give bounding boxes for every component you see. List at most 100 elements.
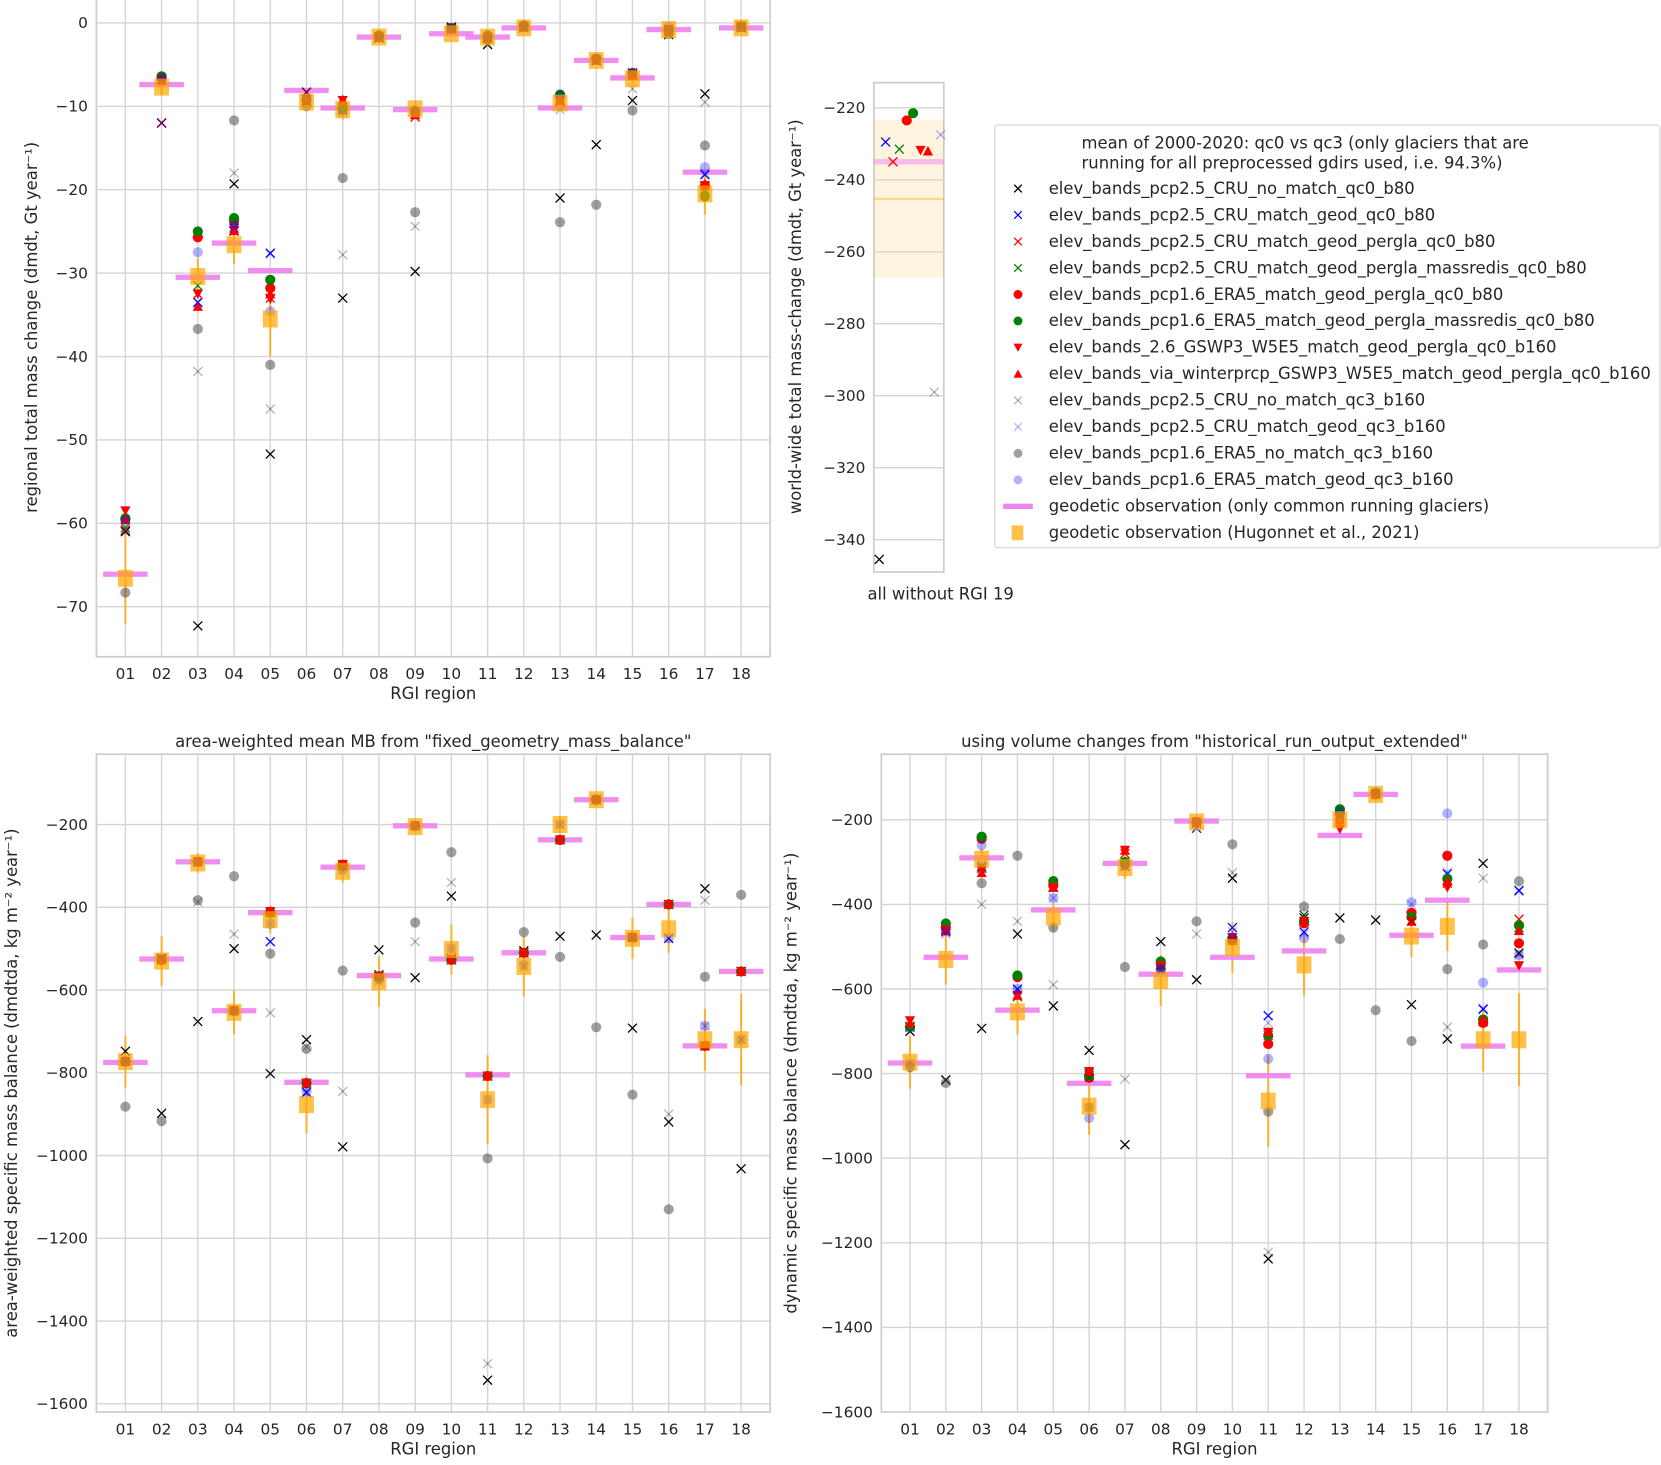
winterprcp-match-pergla-qc0-marker: [1298, 916, 1310, 926]
y-tick-label: −1400: [36, 1312, 88, 1330]
cru-nomatch-qc0-marker: [337, 293, 348, 304]
winterprcp-match-pergla-qc0-marker: [1406, 916, 1417, 926]
cru-nomatch-qc0-marker: [374, 945, 384, 955]
y-tick-label: −280: [823, 315, 865, 333]
geod-common-marker: [1281, 948, 1327, 954]
cru-nomatch-qc3-marker: [929, 387, 940, 397]
geod-hugonnet-marker: [661, 920, 677, 938]
y-tick-label: −50: [56, 431, 88, 449]
era5-nomatch-qc3-marker: [1227, 839, 1238, 850]
x-tick-label: 16: [1438, 1420, 1458, 1438]
era5-nomatch-qc3-marker: [627, 105, 638, 116]
cru-nomatch-qc3-marker: [156, 118, 167, 128]
winterprcp-match-pergla-qc0-marker: [192, 301, 203, 311]
era5-nomatch-qc3-marker: [940, 1077, 951, 1088]
data-marks: [103, 791, 764, 1386]
cru-nomatch-qc3-marker: [446, 877, 457, 888]
y-tick-label: −1600: [821, 1403, 873, 1421]
x-tick-label: 13: [1330, 1420, 1350, 1438]
era5-nomatch-qc3-marker: [554, 217, 566, 228]
panel-historical-run: −200 −400 −600 −800 −1000 −1200 −1400 −1600 01 02…: [782, 732, 1549, 1458]
y-tick-label: −200: [46, 816, 88, 834]
x-tick-label: 06: [297, 1420, 317, 1438]
cru-nomatch-qc0-marker: [663, 1117, 674, 1127]
cru-match-qc3-marker: [1406, 899, 1417, 910]
era5-match-pergla-massredis-qc0-marker: [1013, 316, 1023, 326]
geod-hugonnet-marker: [299, 93, 314, 111]
geod-hugonnet-marker: [552, 816, 568, 834]
era5-nomatch-qc3-marker: [1478, 939, 1489, 950]
y-tick-label: −800: [46, 1064, 88, 1082]
era5-nomatch-qc3-marker: [156, 1116, 167, 1127]
x-tick-label: 10: [442, 665, 462, 683]
x-tick-label: 14: [586, 665, 606, 683]
y-tick-label: −340: [823, 531, 865, 549]
winterprcp-match-pergla-qc0-marker: [1119, 845, 1131, 855]
geod-hugonnet-marker: [1296, 956, 1312, 974]
cru-nomatch-qc3-marker: [1013, 396, 1023, 405]
panel-fixed-geometry: −200 −400 −600 −800 −1000 −1200 −1400 −1600 01 02…: [2, 732, 771, 1458]
legend-label: elev_bands_pcp2.5_CRU_match_geod_pergla_…: [1049, 232, 1496, 252]
cru-match-pergla-massredis-qc0-marker: [894, 144, 905, 155]
era5-nomatch-qc3-marker: [663, 1204, 674, 1215]
cru-nomatch-qc3-marker: [1442, 1022, 1453, 1032]
legend-entry: elev_bands_pcp2.5_CRU_no_match_qc3_b160: [1013, 391, 1425, 411]
cru-nomatch-qc0-marker: [700, 88, 710, 99]
era5-match-qc3-marker: [1478, 977, 1489, 988]
legend-entry: elev_bands_pcp1.6_ERA5_match_geod_qc3_b1…: [1013, 470, 1454, 490]
cru-nomatch-qc0-marker: [1084, 1045, 1095, 1056]
geod-hugonnet-marker: [1260, 1092, 1276, 1110]
x-tick-label: 02: [152, 1420, 172, 1438]
cru-nomatch-qc0-marker: [229, 178, 239, 189]
y-tick-label: −200: [831, 811, 873, 829]
gswp3-match-pergla-qc0-marker: [1513, 961, 1525, 971]
y-tick-label: −30: [56, 264, 88, 282]
geod-common-marker: [1245, 1073, 1291, 1079]
cru-match-pergla-qc0-marker: [120, 525, 131, 535]
geodetic-line-icon: [1003, 503, 1033, 509]
era5-match-qc3-marker: [228, 220, 240, 231]
cru-match-qc0-marker: [880, 137, 891, 147]
cru-match-qc0-marker: [1299, 926, 1309, 937]
cru-nomatch-qc0-marker: [192, 621, 203, 631]
cru-nomatch-qc0-marker: [555, 193, 565, 203]
y-tick-label: −220: [823, 99, 865, 117]
x-tick-label: 14: [586, 1420, 606, 1438]
cru-nomatch-qc3-marker: [265, 404, 276, 414]
cru-nomatch-qc3-marker: [192, 366, 203, 377]
cru-nomatch-qc3-marker: [1012, 916, 1023, 927]
geod-common-marker: [1066, 1080, 1112, 1086]
cru-match-qc0-marker: [265, 936, 276, 947]
legend-label: elev_bands_via_winterprcp_GSWP3_W5E5_mat…: [1049, 364, 1651, 384]
y-tick-label: −10: [56, 98, 88, 116]
geod-common-marker: [248, 267, 293, 274]
era5-nomatch-qc3-marker: [1334, 933, 1345, 945]
cru-match-qc0-marker: [1263, 1010, 1274, 1021]
era5-nomatch-qc3-marker: [120, 1101, 131, 1112]
winterprcp-match-pergla-qc0-marker: [446, 954, 457, 965]
x-tick-label: 11: [478, 665, 498, 683]
y-tick-label: −1400: [821, 1319, 873, 1337]
legend-label: elev_bands_pcp2.5_CRU_match_geod_qc0_b80: [1049, 205, 1436, 225]
x-tick-label: 17: [695, 665, 715, 683]
legend-entry: elev_bands_pcp1.6_ERA5_match_geod_pergla…: [1013, 311, 1595, 331]
cru-match-pergla-qc0-marker: [1013, 237, 1023, 246]
geod-hugonnet-marker: [443, 25, 459, 43]
cru-match-qc3-marker: [1299, 929, 1309, 939]
winterprcp-match-pergla-qc0-marker: [482, 1071, 493, 1081]
cru-nomatch-qc3-marker: [1084, 1072, 1095, 1083]
cru-nomatch-qc0-marker: [627, 1023, 638, 1033]
x-axis-label: RGI region: [1171, 1439, 1257, 1458]
geod-hugonnet-marker: [733, 1031, 749, 1049]
era5-nomatch-qc3-marker: [1012, 850, 1023, 861]
y-tick-label: −1000: [36, 1147, 88, 1165]
y-tick-label: −600: [46, 981, 88, 999]
legend-entry: geodetic observation (only common runnin…: [1003, 497, 1489, 516]
era5-match-pergla-qc0-marker: [1442, 850, 1453, 861]
cru-match-qc3-marker: [192, 298, 203, 309]
era5-match-pergla-qc0-marker: [265, 283, 276, 294]
era5-nomatch-qc3-marker: [337, 172, 348, 184]
x-tick-label: 15: [623, 1420, 643, 1438]
legend: mean of 2000-2020: qc0 vs qc3 (only glac…: [994, 124, 1661, 549]
cru-match-qc3-marker: [935, 129, 946, 140]
